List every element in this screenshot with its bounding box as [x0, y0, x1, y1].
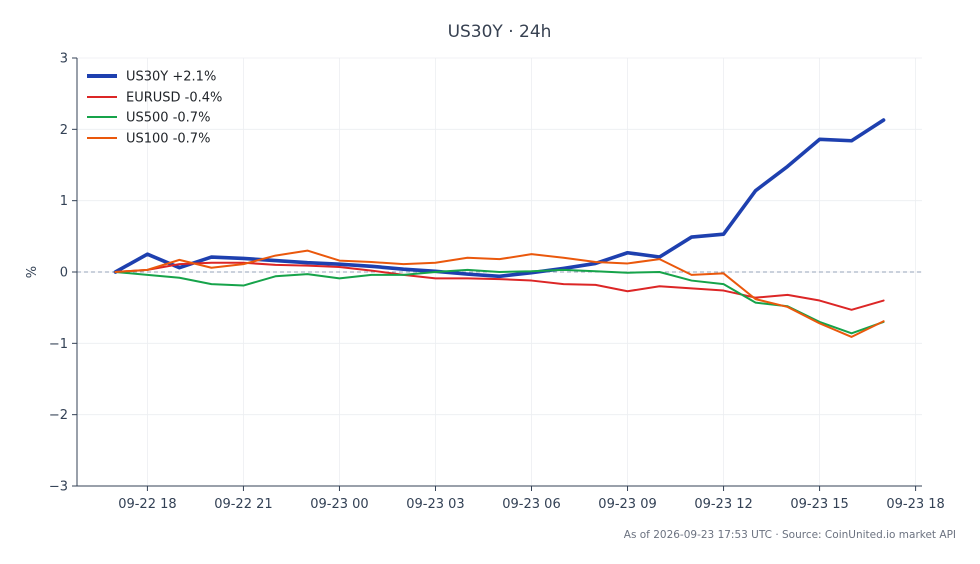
y-tick-label: 0 [60, 266, 68, 281]
series-line-eurusd [114, 261, 885, 311]
y-tick-label: −2 [49, 408, 68, 423]
y-tick-label: −3 [49, 480, 68, 495]
x-tick-label: 09-22 18 [118, 497, 176, 512]
x-tick-label: 09-22 21 [214, 497, 272, 512]
x-tick-label: 09-23 15 [790, 497, 848, 512]
x-tick-label: 09-23 09 [598, 497, 656, 512]
x-tick-label: 09-23 12 [694, 497, 752, 512]
y-tick-label: −1 [49, 337, 68, 352]
legend-item-us100: US100 -0.7% [87, 132, 210, 147]
source-footnote: As of 2026-09-23 17:53 UTC · Source: Coi… [624, 529, 956, 541]
legend-label: EURUSD -0.4% [126, 91, 222, 106]
y-axis-label: % [25, 266, 40, 278]
legend-label: US100 -0.7% [126, 132, 210, 147]
legend-item-us500: US500 -0.7% [87, 111, 210, 126]
series-line-us30y [113, 118, 886, 279]
y-tick-label: 2 [60, 123, 68, 138]
x-axis: 09-22 18 09-22 21 09-23 00 09-23 03 09-23 06… [118, 486, 945, 512]
legend-label: US500 -0.7% [126, 111, 210, 126]
y-axis: 3 2 1 0 −1 −2 −3 [49, 52, 77, 495]
legend: US30Y +2.1% EURUSD -0.4% US500 -0.7% US1… [87, 70, 222, 147]
legend-label: US30Y +2.1% [126, 70, 216, 85]
y-tick-label: 1 [60, 194, 68, 209]
series-lines [113, 118, 886, 338]
series-line-us100 [114, 249, 885, 338]
x-tick-label: 09-23 00 [310, 497, 368, 512]
x-tick-label: 09-23 18 [886, 497, 944, 512]
legend-item-us30y: US30Y +2.1% [87, 70, 216, 85]
chart-title: US30Y · 24h [448, 22, 552, 42]
x-tick-label: 09-23 06 [502, 497, 560, 512]
legend-item-eurusd: EURUSD -0.4% [87, 91, 222, 106]
x-tick-label: 09-23 03 [406, 497, 464, 512]
y-tick-label: 3 [60, 52, 68, 67]
series-line-us500 [114, 268, 885, 335]
